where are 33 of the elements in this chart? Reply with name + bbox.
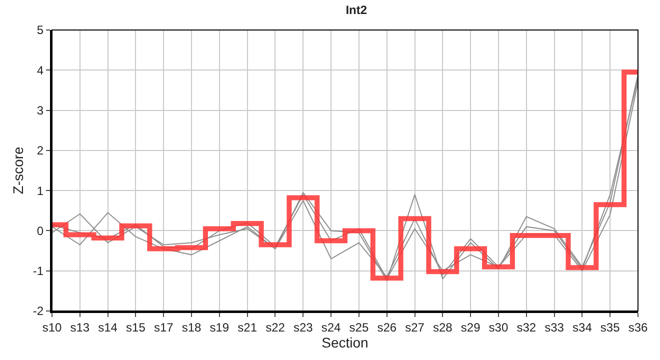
chart-title: Int2: [346, 2, 368, 17]
x-tick-label: s32: [516, 320, 536, 334]
y-tick-label: 1: [36, 184, 44, 198]
x-tick-label: s36: [628, 320, 648, 334]
y-tick-label: 5: [36, 23, 44, 38]
x-tick-label: s17: [154, 320, 174, 334]
y-tick-label: -2: [32, 304, 44, 318]
x-tick-label: s29: [460, 320, 481, 334]
x-tick-label: s19: [210, 320, 230, 334]
x-tick-label: s25: [349, 320, 369, 334]
x-tick-label: s14: [98, 320, 118, 334]
y-tick-label: 0: [36, 224, 44, 238]
x-tick-label: s23: [293, 320, 314, 334]
y-tick-label: 3: [36, 103, 44, 118]
y-tick-label: 4: [36, 63, 44, 78]
x-tick-label: s21: [238, 320, 258, 334]
x-tick-label: s13: [70, 320, 90, 334]
x-tick-label: s18: [182, 320, 202, 334]
x-tick-label: s26: [377, 320, 397, 334]
x-tick-label: s24: [321, 320, 342, 334]
x-tick-label: s33: [544, 320, 564, 334]
x-tick-label: s10: [42, 320, 62, 334]
x-axis-title: Section: [322, 334, 368, 350]
x-tick-label: s28: [432, 320, 453, 334]
x-tick-label: s35: [600, 320, 620, 334]
y-axis-title: Z-score: [10, 146, 26, 194]
x-tick-label: s15: [126, 320, 146, 334]
y-tick-label: -1: [32, 264, 44, 278]
x-tick-label: s22: [266, 320, 286, 334]
x-tick-label: s27: [405, 320, 425, 334]
y-tick-label: 2: [36, 144, 44, 158]
x-tick-label: s30: [488, 320, 508, 334]
x-tick-label: s34: [572, 320, 592, 334]
